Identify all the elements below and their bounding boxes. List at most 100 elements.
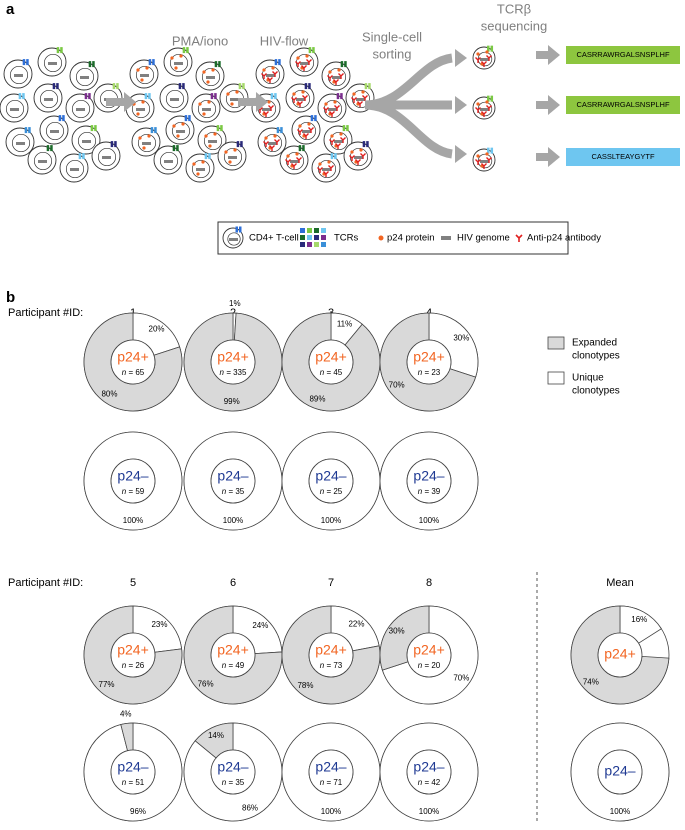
tcr xyxy=(490,95,494,102)
p24-dot xyxy=(202,70,206,74)
percent-label: 11% xyxy=(337,319,352,328)
p24-dot xyxy=(327,160,331,164)
percent-label: 14% xyxy=(208,731,224,740)
center-label: p24+ xyxy=(117,349,149,365)
n-label: n = 35 xyxy=(222,778,245,787)
antibody xyxy=(327,75,333,81)
p24-dot xyxy=(207,100,211,104)
tcr xyxy=(216,125,220,132)
percent-label: 76% xyxy=(198,679,214,688)
tcr xyxy=(46,145,50,152)
percent-label: 100% xyxy=(123,516,143,525)
p24-dot xyxy=(230,102,234,106)
p24-dot xyxy=(305,54,309,58)
p24-dot xyxy=(136,112,140,116)
tcr xyxy=(242,83,245,90)
antibody xyxy=(263,111,269,117)
n-label: n = 71 xyxy=(320,778,343,787)
n-value: 35 xyxy=(235,778,244,787)
tcr xyxy=(172,145,176,152)
antibody xyxy=(481,163,487,169)
center-label: p24– xyxy=(217,759,248,775)
n-prefix: n = xyxy=(222,661,234,670)
legend-label: Anti-p24 antibody xyxy=(527,233,601,244)
center-label: p24+ xyxy=(117,642,149,658)
tcr xyxy=(90,125,94,132)
tcr xyxy=(24,127,28,134)
p24-dot xyxy=(235,90,239,94)
antibody xyxy=(317,167,323,173)
donut-hole xyxy=(210,458,256,504)
percent-label: 16% xyxy=(631,615,647,624)
hiv-genome xyxy=(70,168,79,171)
antibody xyxy=(267,77,273,83)
tcr xyxy=(22,59,26,66)
p24-dot xyxy=(174,66,178,70)
percent-label: 96% xyxy=(130,807,146,816)
sequence-bar xyxy=(566,148,680,166)
tcr xyxy=(310,115,314,122)
p24-dot xyxy=(476,102,480,106)
percent-label: 70% xyxy=(453,674,469,683)
percent-label: 100% xyxy=(321,807,341,816)
percent-label: 1% xyxy=(229,299,241,308)
antibody xyxy=(334,105,340,111)
tcr xyxy=(182,83,185,90)
tcr xyxy=(278,59,281,66)
tcr xyxy=(274,59,278,66)
tcr xyxy=(240,141,243,148)
tcr xyxy=(342,125,346,132)
p24-dot xyxy=(298,124,302,128)
tcr xyxy=(366,141,369,148)
hiv-genome xyxy=(302,130,311,133)
n-value: 35 xyxy=(235,487,244,496)
tcr xyxy=(56,83,59,90)
tcr xyxy=(340,61,344,68)
p24-dot xyxy=(136,68,140,72)
legend-label: CD4+ T-cell xyxy=(249,233,299,244)
tcr-icon xyxy=(314,228,319,233)
n-label: n = 59 xyxy=(122,487,145,496)
donut-hole xyxy=(210,339,256,385)
p24-dot xyxy=(264,136,268,140)
tcr xyxy=(362,141,366,148)
tcr xyxy=(308,47,312,54)
tcr-icon xyxy=(300,235,305,240)
tcr xyxy=(208,153,211,160)
n-label: n = 73 xyxy=(320,661,343,670)
panel-label: a xyxy=(6,1,15,18)
p24-dot xyxy=(485,50,489,54)
n-value: 45 xyxy=(333,368,342,377)
tcr-icon xyxy=(307,228,312,233)
percent-label: 80% xyxy=(101,389,117,398)
n-prefix: n = xyxy=(320,778,332,787)
percent-label: 30% xyxy=(453,334,469,343)
sequence: CASRRAWRGALSNSPLHF xyxy=(576,50,669,59)
tcr xyxy=(214,93,217,100)
tcr xyxy=(204,153,208,160)
n-label: n = 39 xyxy=(418,487,441,496)
arrow xyxy=(536,95,560,115)
hiv-genome xyxy=(480,160,489,163)
center-label: p24+ xyxy=(217,642,249,658)
participant-id: 7 xyxy=(328,577,334,589)
arrow-head xyxy=(455,49,467,67)
antibody xyxy=(272,71,278,77)
center-label: p24– xyxy=(413,759,444,775)
tcr xyxy=(28,127,31,134)
hiv-genome xyxy=(142,142,151,145)
tcr xyxy=(308,83,311,90)
legend-swatch xyxy=(547,371,565,385)
hiv-genome xyxy=(10,108,19,111)
step-label: TCRβ xyxy=(497,1,531,16)
n-prefix: n = xyxy=(418,487,430,496)
hiv-genome xyxy=(50,130,59,133)
n-value: 51 xyxy=(135,778,144,787)
donut-hole xyxy=(210,749,256,795)
antibody xyxy=(333,79,339,85)
tcr xyxy=(487,45,490,52)
tcr xyxy=(78,153,82,160)
participant-id: 5 xyxy=(130,577,136,589)
n-prefix: n = xyxy=(222,778,234,787)
tcr xyxy=(314,115,317,122)
